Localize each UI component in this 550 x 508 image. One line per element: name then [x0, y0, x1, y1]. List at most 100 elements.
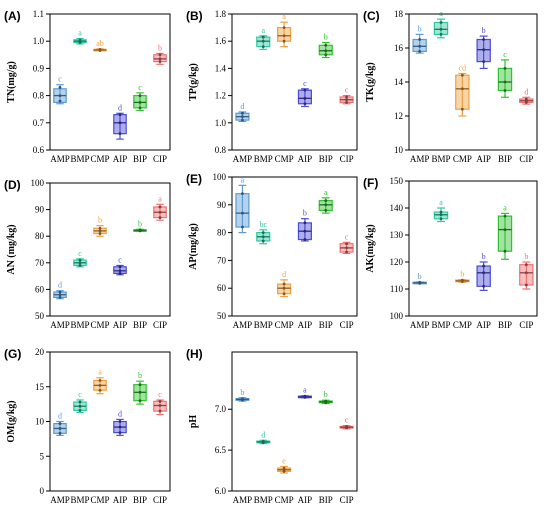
y-tick-label: 1.0: [215, 118, 227, 128]
data-point: [439, 27, 443, 31]
data-point: [324, 49, 328, 53]
significance-letter: d: [282, 270, 286, 279]
significance-letter: a: [503, 203, 507, 212]
box-bmp: c: [73, 390, 87, 414]
data-point: [241, 111, 244, 115]
box-body: [497, 215, 513, 252]
y-tick-label: 100: [213, 172, 227, 182]
data-point: [158, 57, 162, 61]
data-point: [158, 210, 162, 214]
data-point: [261, 239, 265, 243]
significance-letter: a: [324, 188, 328, 197]
box-bip: b: [318, 390, 333, 405]
data-point: [118, 121, 122, 125]
data-point: [524, 283, 528, 287]
data-point: [503, 249, 507, 253]
significance-letter: b: [418, 24, 422, 33]
significance-letter: bc: [259, 220, 267, 229]
data-point: [58, 86, 62, 89]
x-tick-label: BIP: [133, 154, 147, 164]
box-amp: a: [235, 175, 250, 234]
x-tick-label: AMP: [50, 495, 70, 505]
y-tick-label: 1.0: [33, 36, 45, 46]
data-point: [118, 113, 122, 117]
data-point: [282, 39, 286, 43]
x-tick-label: BIP: [319, 495, 333, 505]
box-cip: b: [519, 252, 534, 290]
y-tick-label: 0.8: [215, 145, 227, 155]
significance-letter: ab: [96, 39, 104, 48]
box-aip: c: [113, 255, 127, 276]
data-point: [98, 383, 102, 387]
data-point: [241, 192, 244, 196]
data-point: [261, 35, 265, 39]
data-point: [482, 38, 486, 41]
significance-letter: c: [78, 249, 82, 258]
significance-letter: b: [524, 252, 528, 261]
box-bmp: a: [433, 9, 449, 39]
data-point: [303, 221, 307, 225]
box-cmp: b: [93, 216, 107, 237]
data-point: [345, 95, 348, 99]
x-tick-label: AIP: [476, 154, 491, 164]
chart-panel-e: (E) AP(mg/kg) 50 60 70 80 90 100 a bc d b a c AMP BMP CM…: [186, 172, 358, 330]
data-point: [503, 228, 507, 232]
data-point: [439, 217, 443, 221]
data-point: [158, 409, 162, 413]
box-amp: d: [235, 102, 250, 123]
y-axis-title: TP(g/kg): [188, 63, 199, 101]
x-tick-label: AIP: [298, 154, 313, 164]
box-aip: b: [297, 209, 312, 242]
data-point: [118, 431, 122, 435]
x-tick-label: CIP: [153, 320, 167, 330]
data-point: [439, 213, 443, 217]
y-tick-label: 100: [390, 311, 404, 321]
y-tick-label: 60: [217, 283, 227, 293]
y-tick-label: 1.1: [33, 9, 44, 19]
data-point: [503, 80, 507, 84]
significance-letter: b: [460, 270, 464, 279]
panel-label: (D): [4, 178, 21, 192]
data-point: [98, 47, 102, 51]
box-amp: b: [412, 24, 427, 54]
data-point: [78, 408, 82, 412]
box-amp: b: [412, 272, 427, 285]
x-tick-label: AIP: [476, 320, 491, 330]
x-tick-label: CMP: [90, 154, 109, 164]
data-point: [118, 272, 122, 275]
box-bip: a: [318, 188, 333, 214]
panel-label: (G): [4, 347, 21, 361]
significance-letter: d: [118, 409, 122, 418]
data-point: [261, 439, 265, 443]
plot-frame: [231, 176, 358, 317]
significance-letter: c: [345, 232, 349, 241]
x-tick-label: BIP: [133, 495, 147, 505]
x-tick-label: CMP: [453, 154, 472, 164]
x-tick-label: CIP: [153, 495, 167, 505]
x-tick-label: BMP: [254, 495, 273, 505]
box-cmp: e: [277, 456, 292, 474]
plot-frame: [408, 180, 538, 317]
x-tick-label: AIP: [113, 495, 128, 505]
data-point: [345, 246, 348, 250]
box-cmp: d: [277, 270, 292, 298]
y-tick-label: 10: [35, 417, 45, 427]
data-point: [158, 399, 162, 403]
box-bip: b: [133, 219, 147, 233]
y-axis-title: TK(g/kg): [365, 62, 376, 101]
significance-letter: c: [345, 86, 349, 95]
box-cip: c: [339, 232, 354, 255]
data-point: [418, 50, 422, 53]
data-point: [261, 45, 265, 49]
y-tick-label: 14: [394, 77, 404, 87]
y-tick-label: 70: [217, 255, 227, 265]
box-bmp: a: [256, 26, 271, 50]
panel-label: (H): [186, 347, 203, 361]
x-tick-label: CIP: [519, 320, 533, 330]
x-tick-label: BIP: [319, 154, 333, 164]
significance-letter: c: [345, 416, 349, 425]
x-tick-label: BMP: [70, 154, 89, 164]
data-point: [98, 379, 102, 382]
